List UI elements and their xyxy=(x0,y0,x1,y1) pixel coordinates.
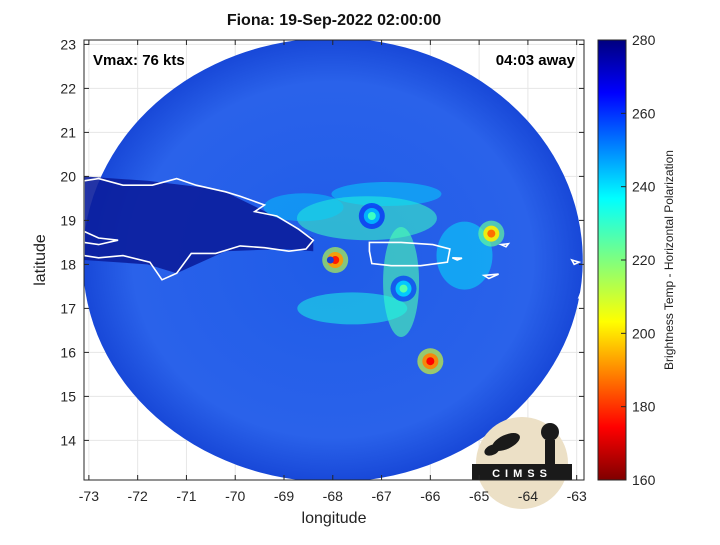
y-tick-label: 19 xyxy=(60,212,76,228)
logo-dish-2 xyxy=(484,444,500,456)
y-tick-label: 14 xyxy=(60,432,76,448)
axes-frame xyxy=(83,39,585,481)
land-cold-region xyxy=(84,176,314,274)
coastline-segment xyxy=(368,241,451,267)
y-axis-ticks: 14 15 16 17 18 19 20 21 22 23 xyxy=(60,36,584,448)
chart-title: Fiona: 19-Sep-2022 02:00:00 xyxy=(226,12,442,29)
x-tick-label: -73 xyxy=(79,488,99,504)
coastline-segment xyxy=(481,273,499,280)
y-tick-label: 21 xyxy=(60,124,76,140)
coastline-segment xyxy=(498,242,511,248)
coastline-segment xyxy=(144,91,159,99)
colorbar-tick-label: 280 xyxy=(632,32,656,48)
storm-eye xyxy=(326,256,334,264)
y-axis-label: latitude xyxy=(32,234,49,286)
coastline-segment xyxy=(96,69,112,77)
y-tick-label: 17 xyxy=(60,300,76,316)
coastline-segment xyxy=(84,120,93,135)
x-tick-label: -70 xyxy=(225,488,245,504)
x-tick-label: -68 xyxy=(323,488,343,504)
logo-tower-dome xyxy=(541,423,559,441)
colorbar-tick-label: 220 xyxy=(632,252,656,268)
coastline-segment xyxy=(84,230,119,246)
coastline xyxy=(84,69,584,299)
logo-text: CIMSS xyxy=(492,468,552,480)
colorbar-tick-label: 260 xyxy=(632,105,656,121)
x-tick-label: -64 xyxy=(518,488,538,504)
convective-feature xyxy=(322,247,349,273)
y-tick-label: 22 xyxy=(60,80,76,96)
x-tick-label: -66 xyxy=(420,488,440,504)
colorbar-label: Brightness Temp - Horizontal Polarizatio… xyxy=(662,150,676,370)
logo-bar xyxy=(472,464,572,480)
coastline-segment xyxy=(570,258,582,266)
rain-band xyxy=(436,221,493,290)
convective-feature xyxy=(358,203,385,229)
y-tick-label: 15 xyxy=(60,388,76,404)
x-tick-label: -63 xyxy=(567,488,587,504)
convective-feature xyxy=(478,220,505,247)
axes-border xyxy=(83,39,585,481)
logo-tower xyxy=(545,440,555,464)
x-axis-ticks: -73 -72 -71 -70 -69 -68 -67 -66 -65 -64 -63 xyxy=(79,40,587,504)
rain-band xyxy=(263,193,344,222)
y-tick-label: 18 xyxy=(60,256,76,272)
coastline-segment xyxy=(451,257,463,261)
x-tick-label: -67 xyxy=(371,488,391,504)
colorbar: 160 180 200 220 240 260 280 xyxy=(597,32,656,488)
coastline-segment xyxy=(577,288,584,299)
time-away-annotation: 04:03 away xyxy=(495,52,575,69)
x-axis-label: longitude xyxy=(301,510,367,527)
vmax-annotation: Vmax: 76 kts xyxy=(93,52,185,69)
y-tick-label: 16 xyxy=(60,344,76,360)
colorbar-tick-label: 180 xyxy=(632,399,656,415)
colorbar-tick-label: 160 xyxy=(632,472,656,488)
colorbar-tick-label: 240 xyxy=(632,179,656,195)
convective-feature xyxy=(390,275,417,302)
colorbar-tick-label: 200 xyxy=(632,325,656,341)
coastline-segment xyxy=(84,177,315,281)
swath-image xyxy=(84,40,583,480)
x-tick-label: -69 xyxy=(274,488,294,504)
y-tick-label: 23 xyxy=(60,36,76,52)
cimss-logo: CIMSS xyxy=(472,417,572,509)
x-tick-label: -65 xyxy=(469,488,489,504)
convective-feature xyxy=(417,348,444,375)
x-tick-label: -72 xyxy=(128,488,148,504)
x-tick-label: -71 xyxy=(176,488,196,504)
y-tick-label: 20 xyxy=(60,168,76,184)
rain-band xyxy=(297,292,408,325)
rain-band xyxy=(331,182,442,206)
